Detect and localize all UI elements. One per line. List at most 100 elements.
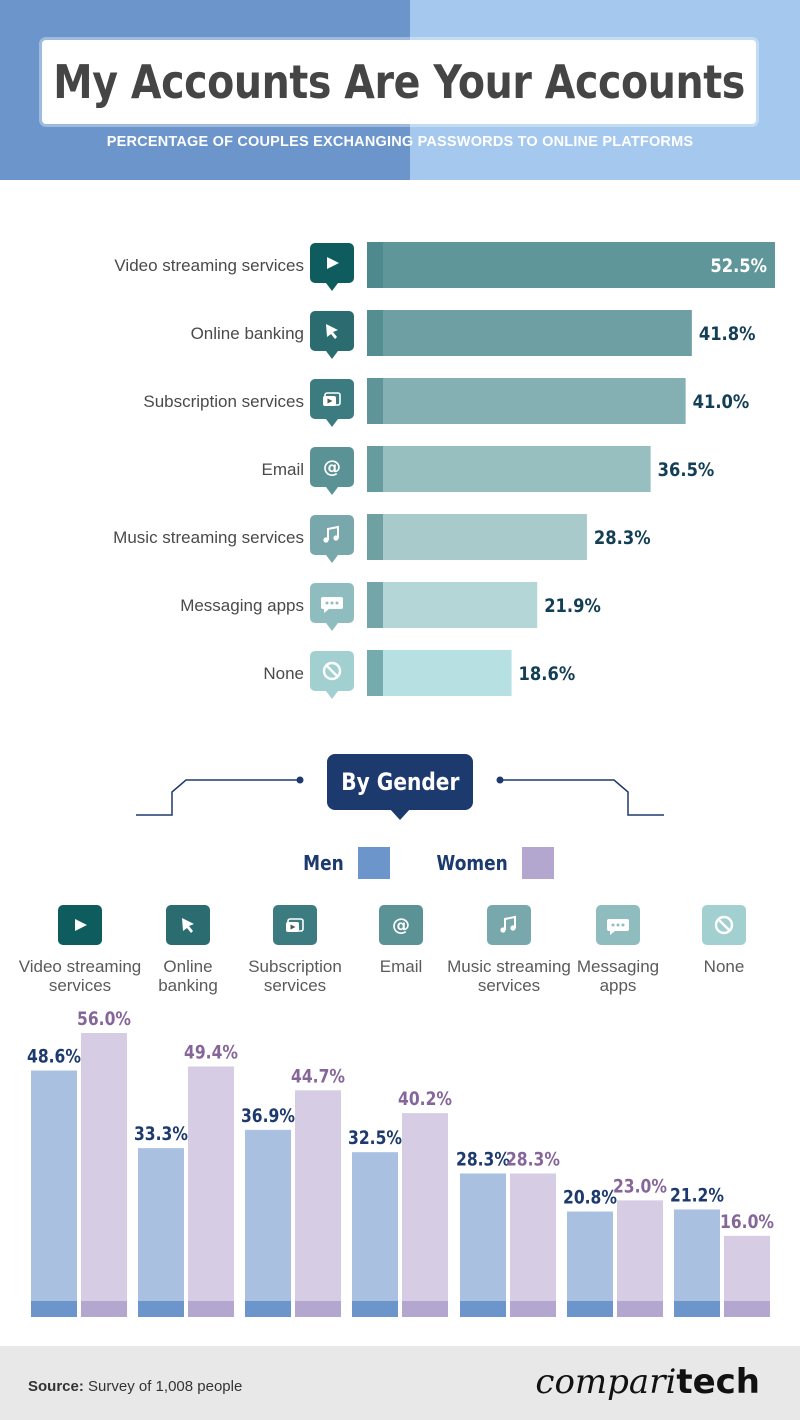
category-0: Video streaming services — [10, 905, 150, 995]
women-bar-base-6 — [724, 1301, 770, 1317]
category-label-2: Subscription services — [143, 392, 304, 411]
men-bar-3 — [352, 1152, 398, 1317]
left-divider-line — [136, 779, 300, 816]
men-value-label-1: 33.3% — [134, 1124, 188, 1146]
women-value-label-1: 49.4% — [184, 1042, 238, 1064]
men-value-label-4: 28.3% — [456, 1149, 510, 1171]
women-bar-1 — [188, 1066, 234, 1317]
women-bar-base-2 — [295, 1301, 341, 1317]
men-bar-base-1 — [138, 1301, 184, 1317]
women-value-label-6: 16.0% — [720, 1211, 774, 1233]
category-label: Video streaming services — [18, 957, 142, 995]
source-note: Source: Survey of 1,008 people — [28, 1378, 242, 1395]
bar-row-5: Messaging apps 21.9% — [180, 582, 601, 631]
category-label: Email — [379, 957, 423, 976]
legend-women: Women — [424, 845, 554, 881]
chat-bubble-icon — [310, 583, 354, 631]
right-divider-line — [500, 779, 664, 816]
value-label-1: 41.8% — [699, 324, 756, 345]
bar-2 — [367, 378, 686, 424]
play-icon — [58, 905, 102, 945]
men-bar-base-0 — [31, 1301, 77, 1317]
bar-row-0: Video streaming services 52.5% — [114, 242, 775, 291]
men-bar-5 — [567, 1211, 613, 1317]
source-text: Survey of 1,008 people — [88, 1378, 243, 1395]
category-label: Messaging apps — [576, 957, 660, 995]
platform-bar-chart: Video streaming services 52.5% Online bank… — [113, 242, 775, 699]
title-box: My Accounts Are Your Accounts — [42, 40, 756, 124]
music-note-icon — [310, 515, 354, 563]
women-bar-4 — [510, 1173, 556, 1317]
bar-cap-5 — [367, 582, 383, 628]
men-value-label-5: 20.8% — [563, 1187, 617, 1209]
category-label: Subscription services — [248, 957, 342, 995]
bar-5 — [367, 582, 538, 628]
value-label-0: 52.5% — [710, 256, 767, 277]
women-bar-base-4 — [510, 1301, 556, 1317]
cursor-icon — [166, 905, 210, 945]
chat-bubble-icon — [596, 905, 640, 945]
category-label: Online banking — [158, 957, 218, 995]
men-value-label-6: 21.2% — [670, 1185, 724, 1207]
legend-men-swatch — [357, 847, 390, 879]
category-label-3: Email — [261, 460, 304, 479]
bar-cap-0 — [367, 242, 383, 288]
page-title: My Accounts Are Your Accounts — [53, 55, 745, 109]
women-bar-5 — [617, 1200, 663, 1317]
bar-4 — [367, 514, 587, 560]
bar-cap-2 — [367, 378, 383, 424]
category-label-4: Music streaming services — [113, 528, 304, 547]
men-bar-base-4 — [460, 1301, 506, 1317]
gender-group-6: 21.2% 16.0% — [670, 1185, 774, 1317]
legend-men-label: Men — [303, 851, 344, 875]
by-gender-label: By Gender — [340, 768, 460, 796]
category-label-5: Messaging apps — [180, 596, 304, 615]
footer — [0, 1346, 800, 1420]
value-label-2: 41.0% — [693, 392, 750, 413]
women-bar-base-0 — [81, 1301, 127, 1317]
legend-women-swatch — [521, 847, 554, 879]
category-6: None — [654, 905, 794, 976]
video-window-icon — [310, 379, 354, 427]
category-label-1: Online banking — [191, 324, 304, 343]
at-sign-icon: @ — [379, 905, 423, 945]
value-label-5: 21.9% — [544, 596, 601, 617]
right-divider-dot — [496, 776, 504, 784]
gender-bar-chart: 48.6% 56.0% 33.3% 49.4% 36.9% 44.7% 32.5% 40.2%… — [27, 1009, 774, 1317]
svg-text:@: @ — [323, 457, 341, 478]
category-5: Messaging apps — [548, 905, 688, 995]
women-value-label-2: 44.7% — [291, 1066, 345, 1088]
men-bar-0 — [31, 1070, 77, 1317]
gender-group-1: 33.3% 49.4% — [134, 1042, 238, 1317]
men-bar-base-6 — [674, 1301, 720, 1317]
bar-row-4: Music streaming services 28.3% — [113, 514, 651, 563]
bar-row-2: Subscription services 41.0% — [143, 378, 750, 427]
women-value-label-3: 40.2% — [398, 1089, 452, 1111]
women-value-label-5: 23.0% — [613, 1176, 667, 1198]
men-bar-2 — [245, 1129, 291, 1317]
bar-1 — [367, 310, 692, 356]
prohibited-icon — [702, 905, 746, 945]
gender-group-5: 20.8%23.0% — [563, 1176, 667, 1317]
source-label: Source: — [28, 1378, 84, 1395]
brand-bold: tech — [676, 1362, 760, 1402]
men-value-label-2: 36.9% — [241, 1105, 295, 1127]
comparitech-logo: comparitech — [535, 1362, 760, 1402]
value-label-4: 28.3% — [594, 528, 651, 549]
category-2: Subscription services — [225, 905, 365, 995]
women-bar-0 — [81, 1033, 127, 1317]
at-sign-icon: @ — [310, 447, 354, 495]
women-value-label-0: 56.0% — [77, 1009, 131, 1031]
video-window-icon — [273, 905, 317, 945]
bar-row-6: None 18.6% — [263, 650, 575, 699]
by-gender-badge: By Gender — [327, 754, 473, 820]
category-label: Music streaming services — [447, 957, 571, 995]
men-value-label-0: 48.6% — [27, 1046, 81, 1068]
category-4: Music streaming services — [439, 905, 579, 995]
svg-text:@: @ — [392, 915, 410, 936]
men-bar-base-3 — [352, 1301, 398, 1317]
bar-6 — [367, 650, 512, 696]
women-value-label-4: 28.3% — [506, 1149, 560, 1171]
category-label-0: Video streaming services — [114, 256, 304, 275]
cursor-icon — [310, 311, 354, 359]
